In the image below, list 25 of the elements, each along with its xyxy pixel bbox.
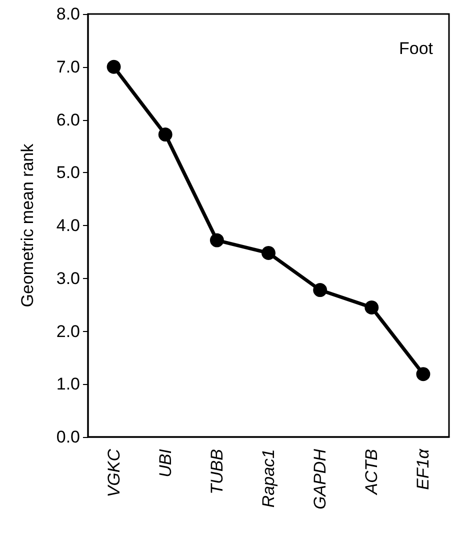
x-tick-label: GAPDH [310,448,330,510]
y-tick-label: 7.0 [56,57,80,76]
y-tick-label: 2.0 [56,322,80,341]
point [106,60,121,74]
point [364,300,379,314]
y-tick-label: 3.0 [56,268,80,288]
y-tick-label: 5.0 [56,163,80,182]
point [158,128,172,142]
annotation: Foot [398,39,434,58]
x-tick-label: ACTB [362,449,382,496]
point [210,233,224,248]
x-tick-label: EF1α [414,448,433,490]
x-tick-label: Rapac1 [259,449,278,508]
y-tick-label: 0.0 [56,428,80,446]
point [313,283,328,298]
point [262,246,276,260]
x-tick-label: UBI [156,448,175,478]
y-axis-title: Geometric mean rank [18,143,37,308]
y-tick-label: 4.0 [56,216,80,235]
y-tick-label: 8.0 [56,4,80,24]
x-tick-label: TUBB [207,449,226,494]
y-tick-label: 1.0 [56,374,80,394]
x-tick-label: VGKC [104,448,124,498]
point [416,367,430,382]
y-tick-label: 6.0 [56,110,80,130]
